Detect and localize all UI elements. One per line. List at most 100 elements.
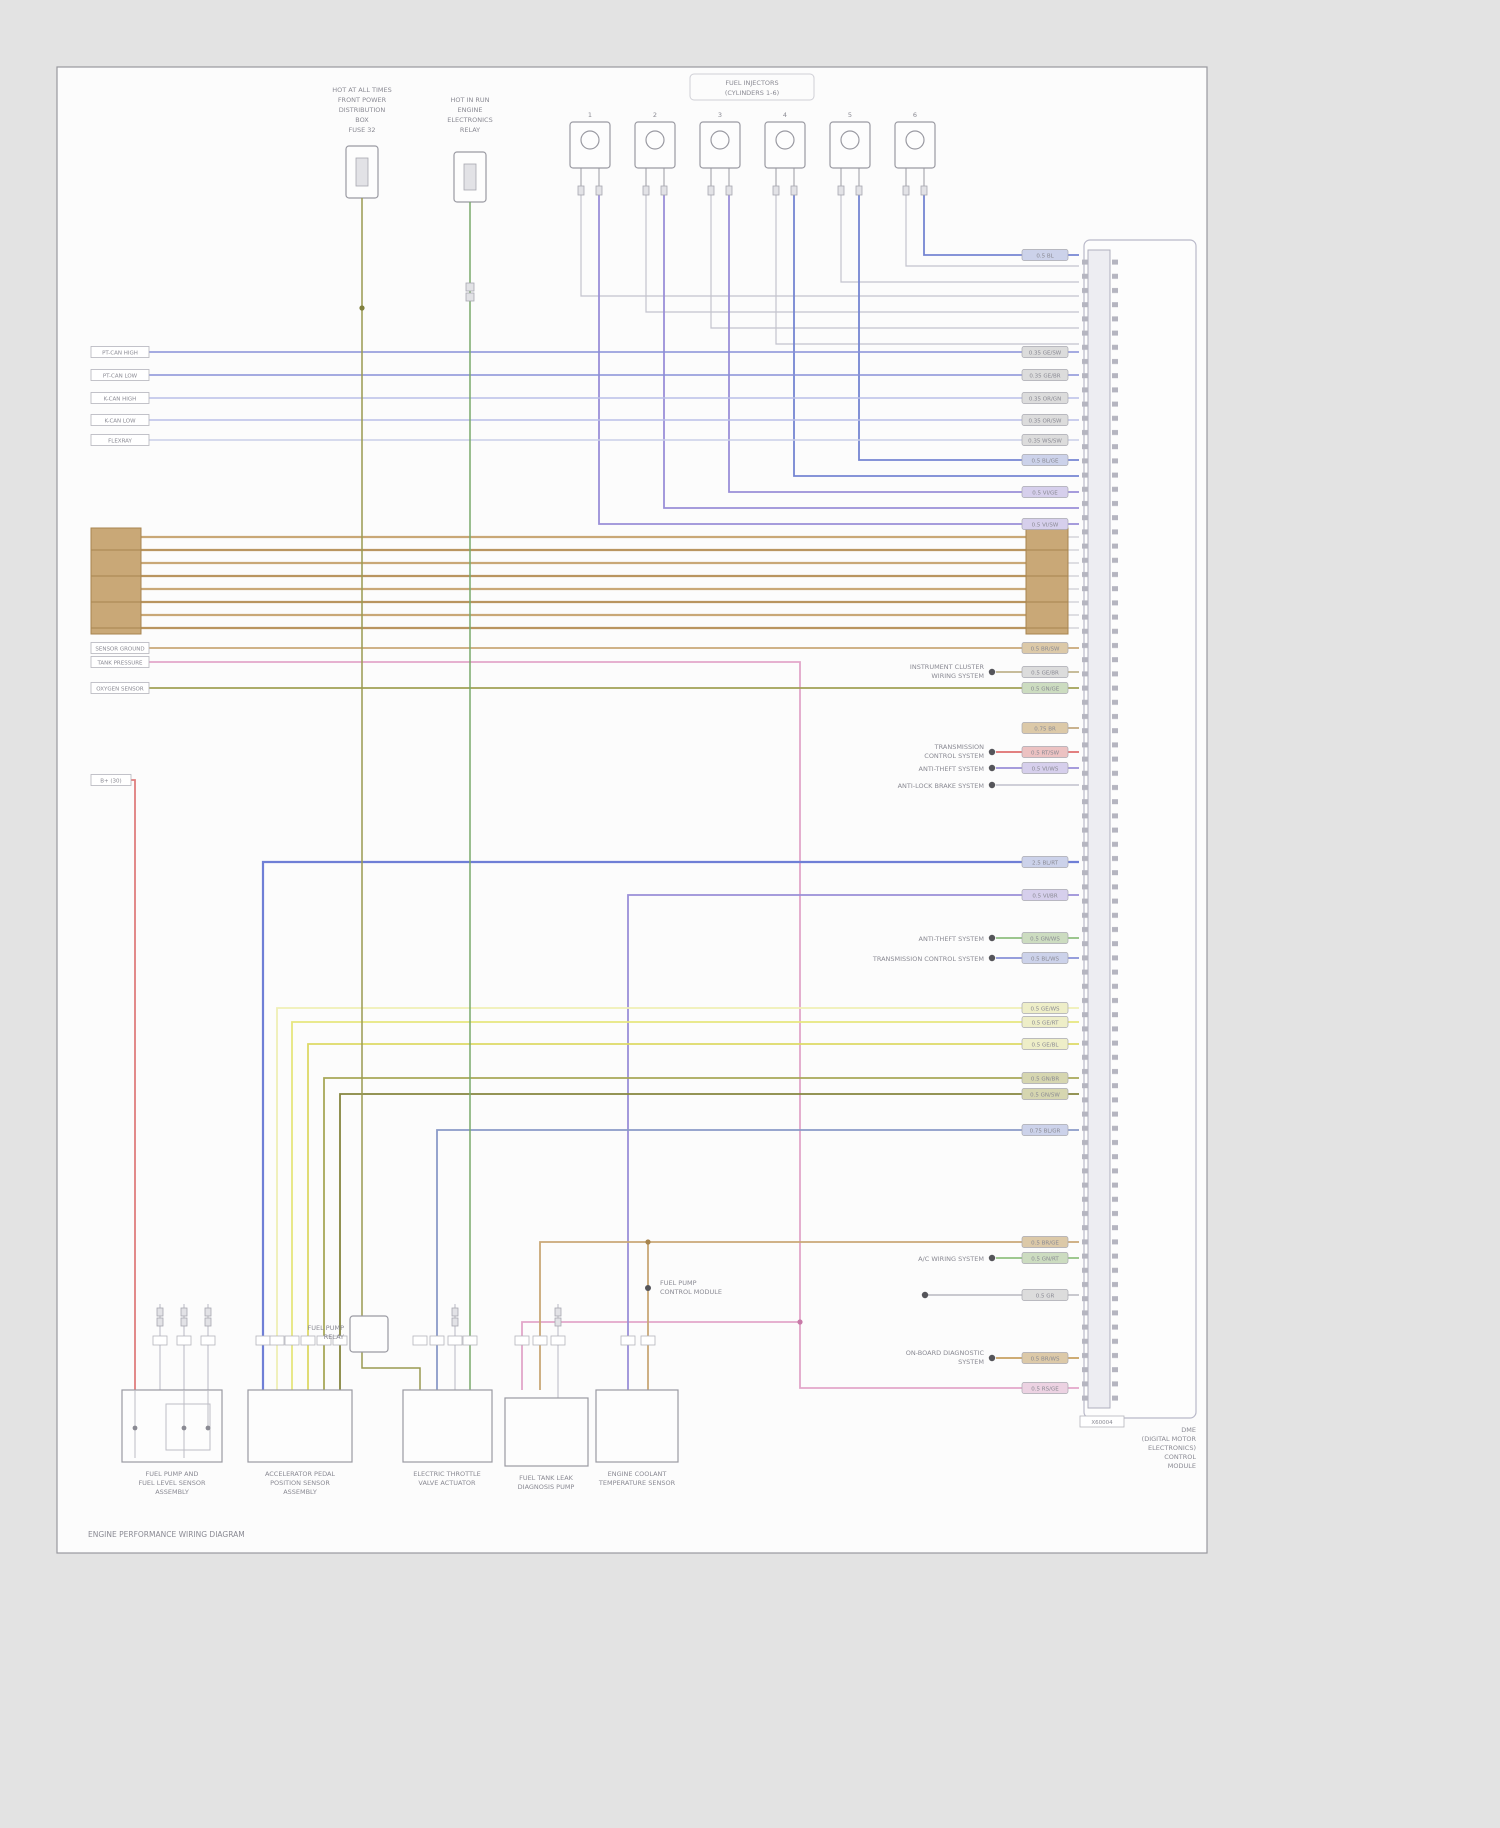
relay-label-line: FUEL PUMP — [308, 1324, 345, 1332]
callout-bullet — [988, 764, 996, 772]
can-label-box — [90, 414, 150, 426]
injector-body — [764, 121, 806, 169]
wire-tag: 0.75 BR — [1034, 727, 1056, 733]
relay-feed-label-line: HOT IN RUN — [450, 96, 489, 104]
injector-pin — [920, 185, 928, 196]
injector-header-box — [689, 73, 815, 101]
diagram-footer: ENGINE PERFORMANCE WIRING DIAGRAM — [88, 1530, 245, 1539]
relay-feed-label-line: ELECTRONICS — [447, 116, 492, 124]
wire-tag: 0.5 GN/SW — [1030, 1093, 1060, 1099]
wire-tag: 0.5 RS/GE — [1031, 1387, 1059, 1393]
splice-dot-tan — [645, 1239, 651, 1245]
left-row-label-box — [90, 656, 150, 668]
wire-tag: 0.5 BR/WS — [1031, 1357, 1060, 1363]
component-box — [504, 1397, 589, 1467]
wire-injector-5-signal — [858, 195, 1079, 461]
wire-bluegray-throttle — [436, 1129, 1079, 1390]
injector-pin — [837, 185, 845, 196]
wire-yellow-2 — [291, 1021, 1079, 1390]
injector-pin — [725, 185, 733, 196]
callout-bullet — [988, 781, 996, 789]
wire-tag: 0.5 BL — [1036, 254, 1054, 260]
wire-injector-4-return — [775, 195, 1079, 345]
tan-bundle-connector-right — [1025, 527, 1069, 635]
can-label-box — [90, 346, 150, 358]
can-label: K-CAN LOW — [104, 419, 136, 425]
wire-yellow-3 — [307, 1043, 1079, 1390]
wire-tag: 0.35 OR/GN — [1029, 397, 1061, 403]
component-label-line: FUEL PUMP AND — [146, 1470, 199, 1478]
component-box — [247, 1389, 353, 1463]
left-row-label: SENSOR GROUND — [95, 647, 144, 653]
stub-connectors — [156, 1307, 562, 1327]
callout-bullet — [988, 934, 996, 942]
bottom-components: FUEL PUMP RELAY FUEL PUMP CONTROL MODULE… — [121, 1279, 722, 1496]
callout-bullet — [988, 1354, 996, 1362]
callout-text: A/C WIRING SYSTEM — [918, 1255, 984, 1263]
injector-label: 1 — [588, 111, 592, 119]
dme-connector-tag: X60004 — [1091, 1420, 1113, 1426]
component-label-line: VALVE ACTUATOR — [418, 1479, 476, 1487]
component-label-line: ACCELERATOR PEDAL — [265, 1470, 335, 1478]
wire-tags: 0.5 BL 0.35 GE/SW 0.35 GE/BR 0.35 OR/GN … — [1021, 249, 1069, 1394]
injector-coil-symbol — [775, 130, 795, 150]
callout-bullet — [988, 954, 996, 962]
component-label-line: FUEL TANK LEAK — [519, 1474, 574, 1482]
callout-text: CONTROL SYSTEM — [924, 752, 984, 760]
dme-module-label-line: ELECTRONICS) — [1148, 1444, 1196, 1452]
wire-tag: 0.35 GE/SW — [1029, 351, 1062, 357]
injector-pin — [902, 185, 910, 196]
callout-text: TRANSMISSION CONTROL SYSTEM — [872, 955, 984, 963]
left-row-label-box — [90, 774, 132, 786]
fuel-injector-bank: FUEL INJECTORS (CYLINDERS 1-6) 1 2 3 — [569, 73, 936, 196]
component-label-line: ASSEMBLY — [283, 1488, 317, 1496]
fuel-injector-3: 3 — [699, 111, 741, 196]
injector-label: 3 — [718, 111, 722, 119]
wire-injector-3-signal — [728, 195, 1079, 493]
wire-tag: 0.5 GR — [1036, 1294, 1055, 1300]
wire-injector-5-return — [840, 195, 1079, 283]
injector-coil-symbol — [710, 130, 730, 150]
dme-control-module: X60004 DME (DIGITAL MOTOR ELECTRONICS) C… — [1079, 239, 1197, 1470]
dme-pin-ticks-left — [1079, 252, 1088, 1406]
callout-text: SYSTEM — [958, 1358, 984, 1366]
injector-body — [634, 121, 676, 169]
wire-tag: 0.5 BL/GE — [1032, 459, 1059, 465]
tan-harness-bundle — [90, 527, 1079, 635]
component-leak-diagnosis-pump: FUEL TANK LEAK DIAGNOSIS PUMP — [504, 1397, 589, 1491]
dme-module-label-line: DME — [1181, 1426, 1196, 1434]
fuel-pump-relay: FUEL PUMP RELAY — [308, 1315, 389, 1353]
injector-ground-wires — [580, 195, 1079, 345]
component-label-line: ENGINE COOLANT — [608, 1470, 667, 1478]
wire-tag: 0.5 BR/GE — [1031, 1241, 1059, 1247]
splice-dot-olive — [359, 305, 365, 311]
can-label-box — [90, 392, 150, 404]
fuse-label-line: FRONT POWER — [338, 96, 387, 104]
injector-header-line: (CYLINDERS 1-6) — [725, 89, 779, 97]
can-bus-rows: PT-CAN HIGH PT-CAN LOW K-CAN HIGH K-CAN … — [90, 346, 1079, 446]
stub-bullet — [921, 1291, 929, 1299]
relay-feed-element — [463, 163, 477, 191]
wire-tag: 0.5 GN/GE — [1031, 687, 1060, 693]
injector-pin — [707, 185, 715, 196]
wire-olive-1 — [323, 1077, 1079, 1390]
inline-connector — [465, 282, 475, 292]
wire-yellow-1 — [276, 1007, 1079, 1390]
callout-text: CONTROL MODULE — [660, 1288, 722, 1296]
callout-text: INSTRUMENT CLUSTER — [910, 663, 985, 671]
tan-bundle-pigtails — [1068, 536, 1079, 629]
injector-pin — [595, 185, 603, 196]
wire-injector-3-return — [710, 195, 1079, 329]
fuse-element — [355, 157, 369, 187]
injector-pin — [642, 185, 650, 196]
fuel-injector-2: 2 — [634, 111, 676, 196]
callout-bullet — [645, 1285, 651, 1291]
fuse-label-line: DISTRIBUTION — [339, 106, 386, 114]
callout-text: TRANSMISSION — [934, 743, 984, 751]
injector-pin — [577, 185, 585, 196]
fuel-injector-1: 1 — [569, 111, 611, 196]
fuse-label-line: BOX — [355, 116, 369, 124]
callout-abs: ANTI-LOCK BRAKE SYSTEM — [898, 781, 1079, 790]
component-coolant-temp-sensor: ENGINE COOLANT TEMPERATURE SENSOR — [595, 1389, 679, 1487]
